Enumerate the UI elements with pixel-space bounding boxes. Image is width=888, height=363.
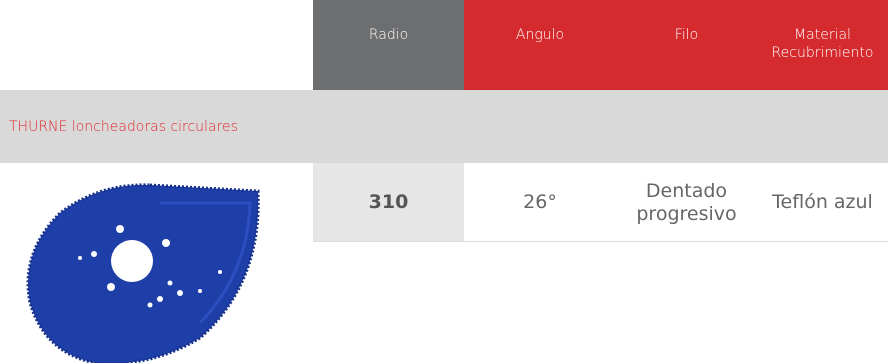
header-cell: Radio (313, 0, 464, 90)
holes (78, 225, 222, 308)
section-label: THURNE loncheadoras circulares (9, 118, 238, 135)
data-cell: 310 (313, 163, 464, 242)
row-border (313, 241, 888, 242)
data-cell: Dentado progresivo (636, 179, 737, 225)
header-cell: Material Recubrimiento (757, 0, 888, 90)
header-cell: Filo (616, 0, 757, 90)
blade-edge (160, 201, 252, 325)
header-cell: Angulo (464, 0, 616, 90)
section-row (0, 90, 888, 163)
data-cell: 26° (523, 191, 557, 213)
data-cell: Teflón azul (772, 191, 873, 213)
blade-image (26, 183, 260, 363)
hole (111, 240, 153, 282)
